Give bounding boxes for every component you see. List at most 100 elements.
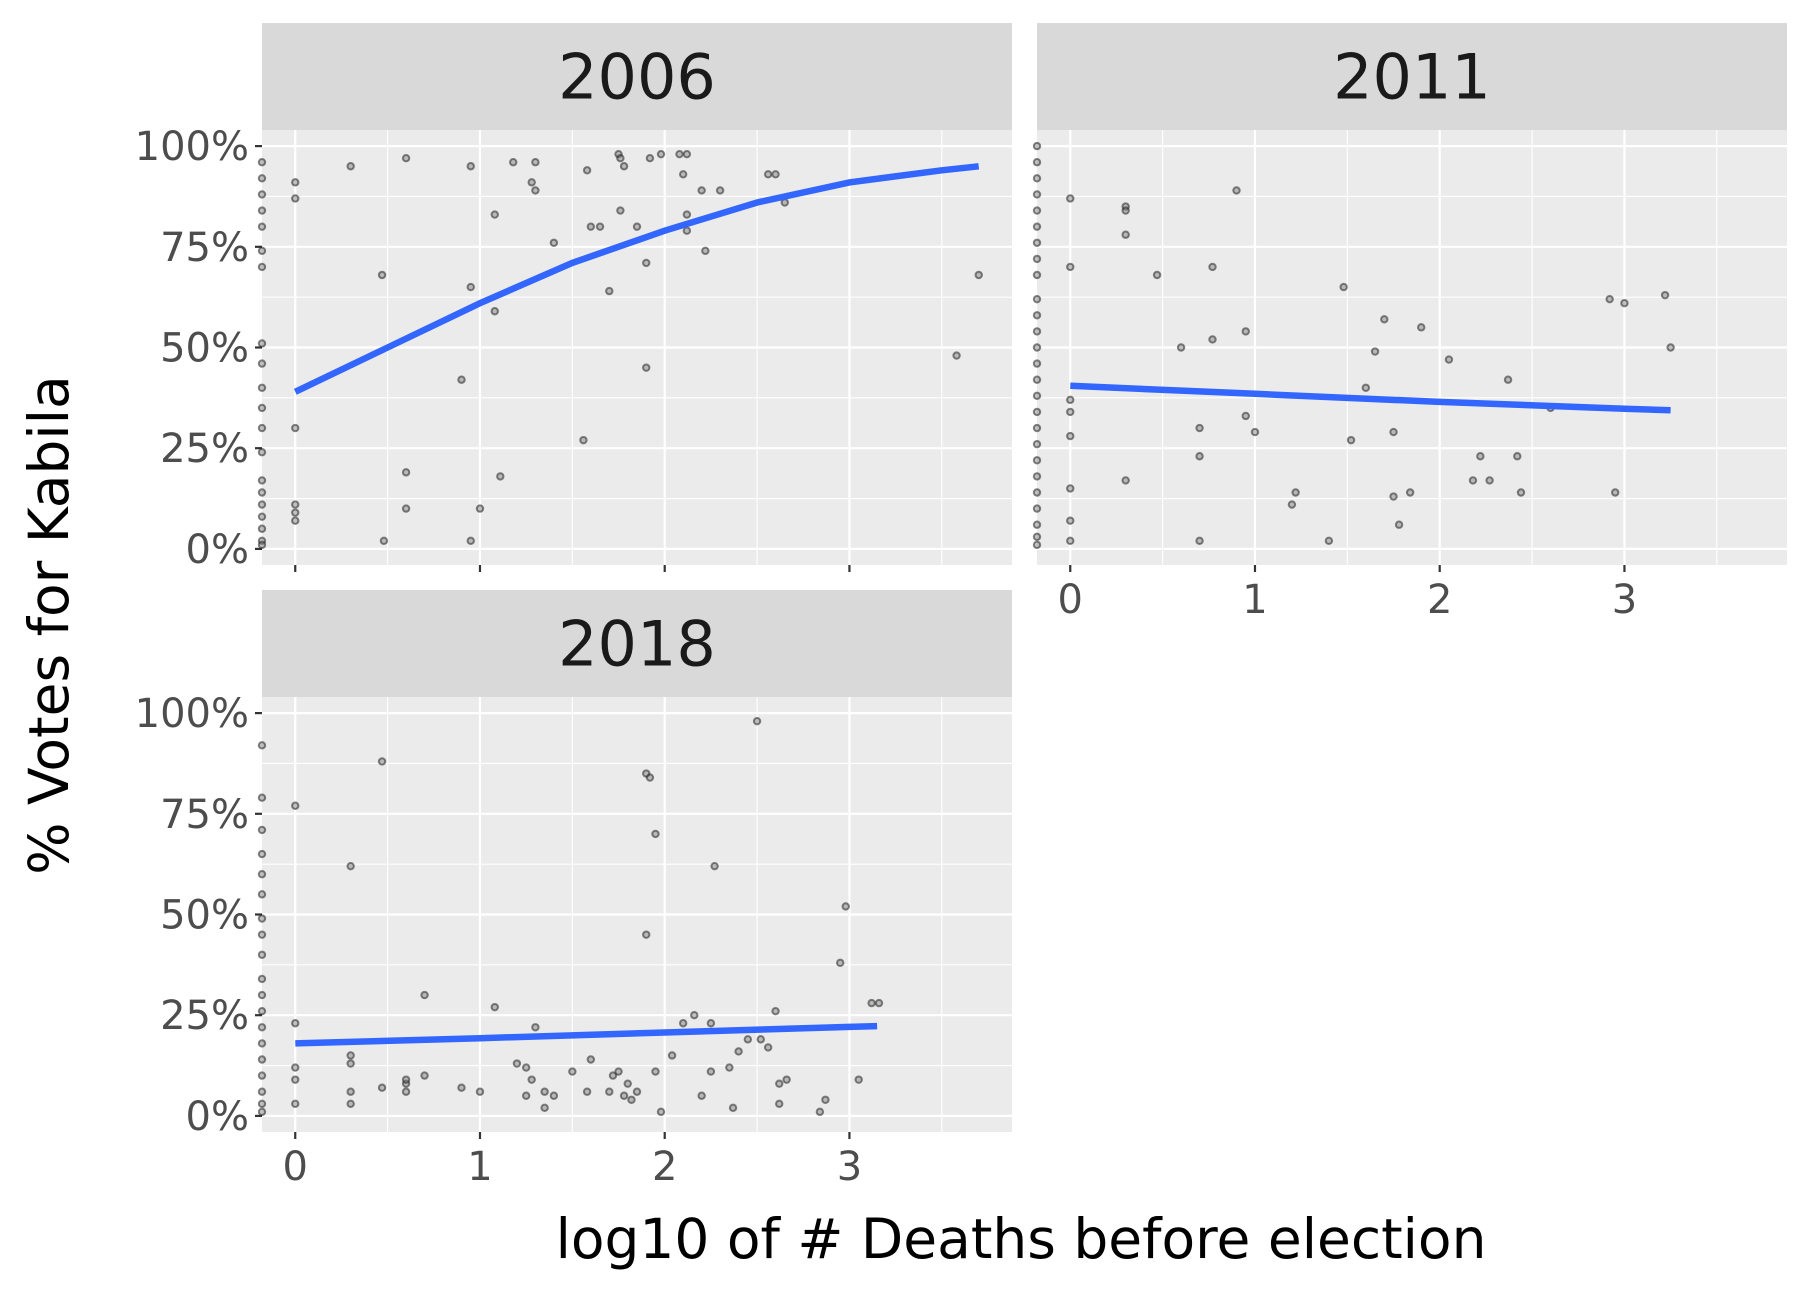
data-point [1066, 484, 1075, 493]
data-point [1389, 492, 1398, 501]
data-point [616, 206, 625, 215]
data-point [257, 1023, 267, 1032]
data-point [1346, 435, 1356, 445]
data-point [586, 1055, 596, 1064]
data-point [642, 258, 651, 268]
trend-line [293, 163, 980, 395]
y-tick-label: 25% [160, 993, 249, 1039]
data-point [1370, 347, 1380, 356]
data-point [521, 1091, 531, 1100]
data-point [257, 990, 267, 1000]
data-point [257, 950, 267, 959]
data-point [1666, 343, 1675, 352]
data-point [1417, 323, 1426, 332]
data-point [527, 178, 536, 187]
data-point [1032, 488, 1042, 497]
data-point [1195, 452, 1204, 461]
data-point [771, 170, 780, 179]
data-point [257, 488, 267, 497]
data-point [752, 716, 762, 726]
data-point [257, 423, 267, 433]
data-point [257, 359, 267, 368]
data-point [619, 162, 629, 171]
y-tick-label: 100% [135, 124, 249, 170]
facet-title: 2011 [1333, 41, 1491, 114]
data-point [608, 1071, 618, 1080]
data-point [815, 1107, 825, 1117]
data-point [291, 1075, 300, 1084]
data-point [1152, 270, 1162, 280]
data-point [540, 1087, 549, 1096]
data-point [257, 476, 267, 485]
data-point [1380, 315, 1389, 324]
data-point [1066, 194, 1075, 203]
data-point [466, 282, 475, 292]
data-point [401, 504, 411, 513]
data-point [490, 210, 499, 219]
data-point [1339, 282, 1348, 292]
data-point [1032, 423, 1042, 433]
y-tick-label: 50% [160, 326, 249, 372]
data-point [1516, 488, 1526, 497]
data-point [1291, 488, 1300, 497]
data-point [1032, 439, 1042, 449]
data-point [1066, 395, 1075, 405]
x-tick-label: 0 [1058, 577, 1083, 623]
data-point [678, 170, 688, 179]
data-point [623, 1079, 632, 1088]
data-point [627, 1095, 636, 1104]
data-point [1389, 427, 1398, 437]
data-point [1121, 476, 1130, 485]
data-point [952, 351, 961, 360]
data-point [682, 226, 692, 235]
data-point [1476, 452, 1485, 461]
data-point [678, 1019, 688, 1028]
data-point [775, 1099, 784, 1109]
data-point [291, 516, 300, 525]
data-point [690, 1010, 699, 1020]
data-point [1032, 532, 1042, 542]
data-point [377, 1083, 387, 1092]
data-point [291, 423, 300, 433]
data-point [257, 930, 267, 939]
data-point [734, 1047, 743, 1056]
data-point [568, 1067, 577, 1076]
data-point [257, 1087, 267, 1096]
data-point [697, 186, 706, 195]
data-point [651, 829, 660, 839]
data-point [490, 307, 499, 316]
data-point [1660, 290, 1670, 300]
data-point [656, 1107, 666, 1117]
data-point [475, 504, 485, 513]
data-point [1032, 343, 1042, 352]
data-point [1468, 476, 1478, 485]
data-point [1032, 311, 1042, 320]
data-point [1032, 270, 1042, 280]
data-point [490, 1002, 499, 1012]
data-point [291, 194, 300, 203]
data-point [346, 861, 355, 871]
data-point [257, 849, 267, 859]
data-point [549, 1091, 559, 1100]
data-point [466, 536, 475, 546]
data-point [1066, 431, 1075, 441]
y-tick-label: 25% [160, 426, 249, 472]
data-point [836, 958, 845, 968]
data-point [1195, 423, 1204, 433]
data-point [257, 174, 267, 183]
x-tick-label: 2 [652, 1144, 677, 1190]
data-point [1241, 327, 1250, 336]
data-point [1032, 375, 1042, 384]
data-point [582, 1087, 592, 1096]
data-point [1394, 520, 1404, 529]
data-point [586, 222, 596, 231]
data-point [1032, 294, 1042, 304]
data-point [379, 536, 389, 546]
data-point [1032, 158, 1042, 167]
data-point [1605, 294, 1614, 304]
data-point [257, 1006, 267, 1016]
data-point [401, 1087, 411, 1096]
data-point [257, 1071, 267, 1080]
data-point [1121, 230, 1130, 239]
